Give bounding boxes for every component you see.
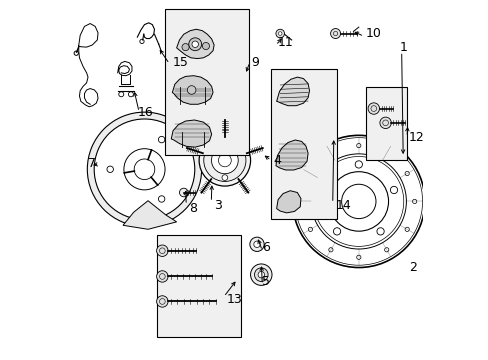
Circle shape	[356, 255, 360, 260]
Circle shape	[158, 196, 164, 202]
Circle shape	[330, 28, 340, 39]
Bar	[365, 87, 406, 160]
Circle shape	[412, 199, 416, 203]
Text: 14: 14	[335, 198, 350, 212]
Polygon shape	[276, 77, 309, 106]
Circle shape	[253, 241, 260, 248]
Polygon shape	[172, 76, 213, 104]
Circle shape	[328, 248, 332, 252]
Polygon shape	[176, 29, 214, 59]
Circle shape	[389, 186, 397, 194]
Text: 7: 7	[88, 157, 96, 170]
Text: 1: 1	[399, 41, 407, 54]
Bar	[271, 69, 337, 219]
Text: 2: 2	[408, 261, 416, 274]
Circle shape	[156, 245, 168, 256]
Circle shape	[236, 149, 242, 154]
Circle shape	[187, 86, 196, 94]
Circle shape	[300, 199, 305, 203]
Bar	[165, 9, 248, 155]
Polygon shape	[171, 120, 211, 147]
Polygon shape	[123, 201, 176, 229]
Text: 4: 4	[272, 154, 281, 167]
Text: 10: 10	[365, 27, 381, 40]
Circle shape	[341, 184, 375, 219]
Circle shape	[211, 147, 238, 174]
Circle shape	[308, 171, 312, 176]
Circle shape	[158, 136, 164, 143]
Circle shape	[404, 227, 408, 231]
Text: 9: 9	[251, 55, 259, 69]
Circle shape	[250, 264, 271, 285]
Text: 13: 13	[226, 293, 242, 306]
Circle shape	[404, 171, 408, 176]
Circle shape	[206, 149, 212, 154]
Circle shape	[384, 151, 388, 155]
Circle shape	[203, 139, 245, 181]
Circle shape	[319, 186, 326, 194]
Circle shape	[188, 38, 201, 51]
Circle shape	[254, 268, 267, 282]
Circle shape	[222, 175, 227, 180]
Circle shape	[379, 117, 390, 129]
Bar	[157, 235, 241, 337]
Text: 16: 16	[137, 105, 153, 119]
Text: 12: 12	[408, 131, 424, 144]
Text: 11: 11	[277, 36, 292, 49]
Circle shape	[275, 29, 284, 38]
Circle shape	[423, 232, 432, 241]
Circle shape	[107, 166, 113, 172]
Circle shape	[134, 159, 154, 180]
Circle shape	[182, 44, 189, 51]
Circle shape	[249, 237, 264, 251]
Circle shape	[156, 271, 168, 282]
Circle shape	[199, 135, 250, 186]
Text: 15: 15	[173, 55, 188, 69]
Circle shape	[258, 271, 264, 278]
Text: 5: 5	[261, 275, 269, 288]
Circle shape	[192, 41, 198, 48]
Circle shape	[218, 154, 231, 167]
Circle shape	[384, 248, 388, 252]
Wedge shape	[87, 112, 201, 226]
Circle shape	[308, 227, 312, 231]
Circle shape	[333, 228, 340, 235]
Circle shape	[328, 151, 332, 155]
Circle shape	[356, 144, 360, 148]
Polygon shape	[275, 140, 307, 170]
Circle shape	[376, 228, 384, 235]
Circle shape	[179, 188, 188, 197]
Text: 6: 6	[261, 241, 269, 255]
Text: 3: 3	[214, 198, 222, 212]
Polygon shape	[276, 191, 300, 213]
Circle shape	[367, 103, 379, 114]
Circle shape	[278, 32, 282, 35]
Circle shape	[156, 296, 168, 307]
Circle shape	[354, 161, 362, 168]
Text: 8: 8	[189, 202, 197, 215]
Circle shape	[202, 42, 209, 50]
